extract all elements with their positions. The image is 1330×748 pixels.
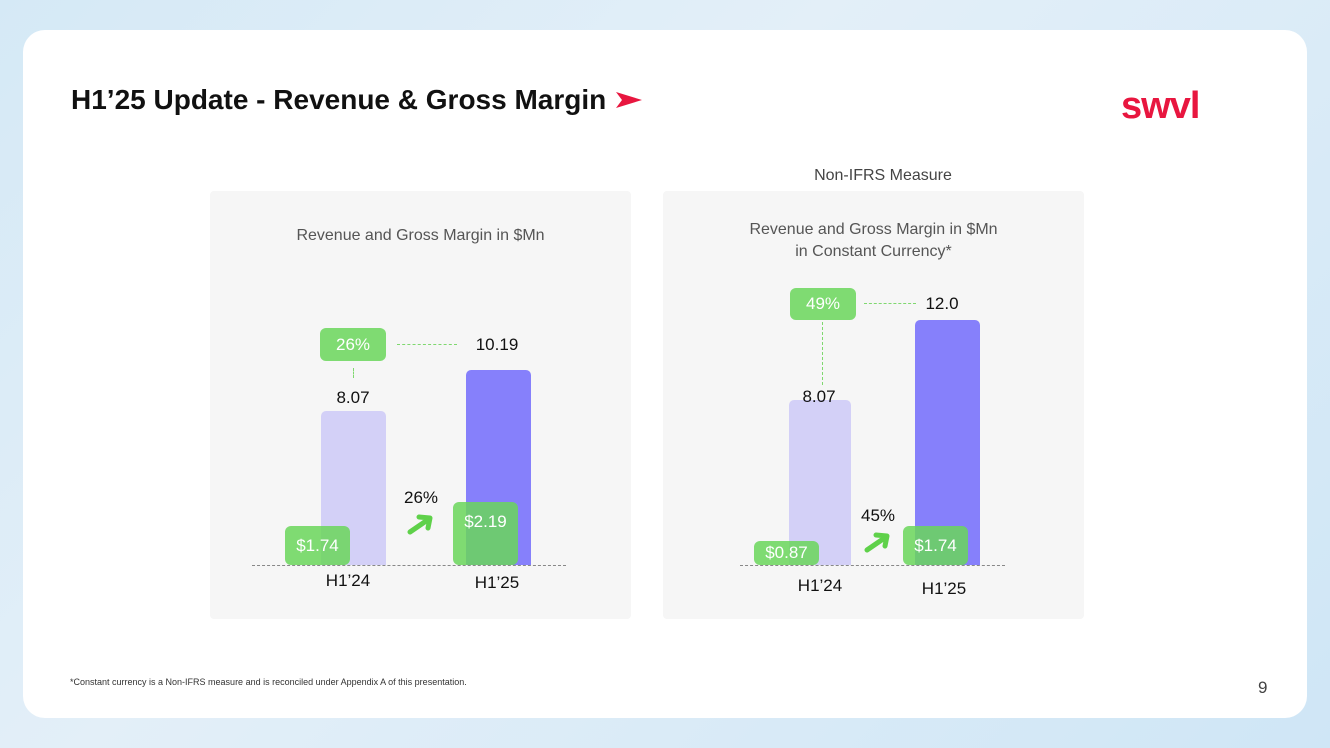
x-label-h125: H1’25 <box>474 573 520 592</box>
up-arrow-icon <box>407 514 433 535</box>
growth-connector <box>397 344 457 345</box>
slide: H1’25 Update - Revenue & Gross Margin sw… <box>23 30 1307 718</box>
x-label-h124: H1’24 <box>797 576 843 595</box>
revenue-label-h124: 8.07 <box>336 388 370 407</box>
page-number: 9 <box>1258 678 1268 697</box>
baseline <box>252 565 566 566</box>
chart-title-line2: in Constant Currency* <box>795 243 952 260</box>
title-text: H1’25 Update - Revenue & Gross Margin <box>71 84 607 115</box>
baseline <box>740 565 1005 566</box>
chart-card-revenue: Revenue and Gross Margin in $Mn $1.74 $2… <box>210 191 631 619</box>
growth-connector-vertical <box>353 368 354 378</box>
chevron-arrow-icon <box>616 92 643 108</box>
bar-revenue-h125 <box>915 320 980 565</box>
page-title: H1’25 Update - Revenue & Gross Margin <box>71 84 644 116</box>
chart-title: Revenue and Gross Margin in $Mn <box>749 221 998 238</box>
bar-revenue-h124 <box>789 400 851 565</box>
non-ifrs-label: Non-IFRS Measure <box>814 167 952 184</box>
chart-title: Revenue and Gross Margin in $Mn <box>296 227 545 244</box>
footnote: *Constant currency is a Non-IFRS measure… <box>70 677 467 687</box>
growth-connector-vertical <box>822 322 823 385</box>
gross-margin-growth: 45% <box>860 506 896 525</box>
revenue-label-h125: 12.0 <box>925 294 959 313</box>
swvl-logo: swvl <box>1121 85 1200 124</box>
x-label-h124: H1’24 <box>325 571 371 590</box>
gross-margin-label-h125: $1.74 <box>903 526 968 565</box>
gross-margin-label-h124: $0.87 <box>754 541 819 565</box>
growth-connector <box>864 303 916 304</box>
x-label-h125: H1’25 <box>921 579 967 598</box>
revenue-label-h125: 10.19 <box>475 335 519 354</box>
revenue-growth-badge: 26% <box>320 328 386 361</box>
revenue-label-h124: 8.07 <box>802 387 836 406</box>
gross-margin-label-h125: $2.19 <box>453 502 518 565</box>
svg-text:swvl: swvl <box>1121 85 1199 124</box>
gross-margin-label-h124: $1.74 <box>285 526 350 565</box>
gross-margin-growth: 26% <box>403 488 439 507</box>
up-arrow-icon <box>864 532 890 553</box>
chart-card-constant-currency: Revenue and Gross Margin in $Mn in Const… <box>663 191 1084 619</box>
revenue-growth-badge: 49% <box>790 288 856 320</box>
